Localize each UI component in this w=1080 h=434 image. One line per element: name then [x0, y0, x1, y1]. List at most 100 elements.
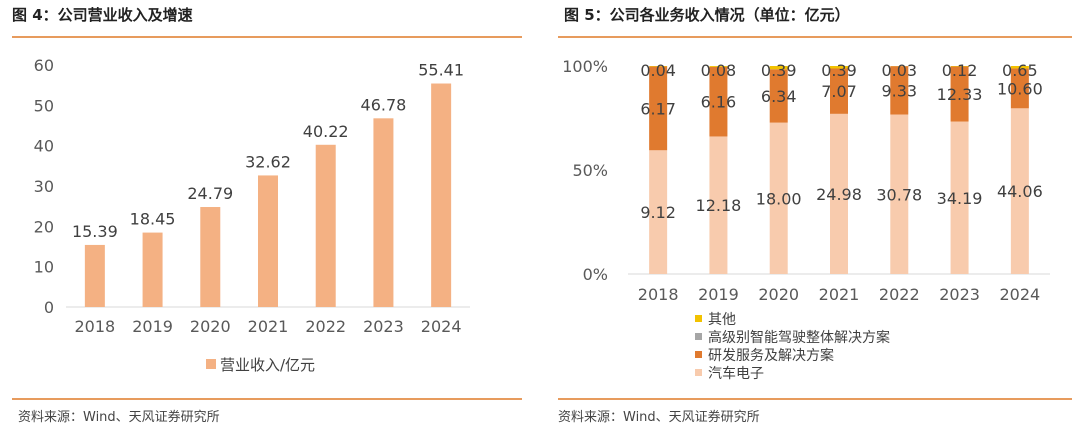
- x-tick-label: 2018: [74, 317, 115, 336]
- auto-electronics-segment: [709, 136, 728, 274]
- segment-value-label: 0.03: [881, 61, 917, 80]
- rd-services-segment: [649, 66, 668, 151]
- rd-services-segment: [830, 68, 848, 114]
- y-tick-label: 10: [34, 258, 54, 277]
- bar-value-label: 55.41: [418, 61, 464, 80]
- segment-value-label: 10.60: [997, 79, 1043, 98]
- x-tick-label: 2018: [638, 285, 679, 304]
- segment-stacked-chart: 0% 50% 100% 9.12 6.17 0.04 2018 12.18 6.16 0.08 20…: [562, 57, 1050, 382]
- revenue-bar: [84, 244, 105, 307]
- bar-value-label: 18.45: [130, 210, 176, 229]
- segment-value-label: 12.33: [937, 85, 983, 104]
- x-tick-label: 2022: [879, 285, 920, 304]
- x-tick-label: 2020: [190, 317, 231, 336]
- x-tick-label: 2024: [999, 285, 1040, 304]
- auto-electronics-segment: [649, 150, 668, 274]
- x-tick-label: 2019: [132, 317, 173, 336]
- x-tick-label: 2021: [819, 285, 860, 304]
- y-tick-label: 60: [34, 56, 54, 75]
- source-rule: [558, 398, 1072, 400]
- title-rule: [12, 36, 522, 38]
- x-tick-label: 2020: [758, 285, 799, 304]
- segment-value-label: 0.39: [821, 61, 857, 80]
- segment-value-label: 18.00: [756, 189, 802, 208]
- legend-swatch: [695, 315, 702, 322]
- legend-label: 高级别智能驾驶整体解决方案: [708, 329, 890, 346]
- other-segment: [950, 66, 969, 67]
- bar-value-label: 24.79: [187, 184, 233, 203]
- segment-value-label: 6.16: [701, 93, 737, 112]
- source-rule: [12, 398, 522, 400]
- legend-label: 营业收入/亿元: [220, 356, 315, 374]
- segment-value-label: 0.39: [761, 61, 797, 80]
- y-tick-label: 30: [34, 177, 54, 196]
- revenue-bar: [258, 175, 278, 307]
- legend-label: 其他: [708, 312, 736, 328]
- y-tick-label: 40: [34, 137, 54, 156]
- segment-value-label: 0.12: [942, 61, 978, 80]
- legend-swatch: [695, 333, 702, 340]
- segment-value-label: 30.78: [876, 185, 922, 204]
- y-tick-label: 100%: [562, 57, 608, 76]
- revenue-bar-chart: 0 10 20 30 40 50 60 15.39 2018 18.45 2019 24.79 2020…: [34, 56, 470, 374]
- y-tick-label: 0%: [583, 265, 608, 284]
- figure-4-title: 图 4：公司营业收入及增速: [12, 6, 193, 24]
- segment-value-label: 6.17: [640, 99, 676, 118]
- x-tick-label: 2024: [421, 317, 462, 336]
- figure-5-panel: 图 5：公司各业务收入情况（单位：亿元） 0% 50% 100% 9.12 6.17 0.…: [552, 0, 1080, 434]
- rd-services-segment: [769, 69, 788, 123]
- legend-swatch: [695, 369, 702, 376]
- auto-electronics-segment: [950, 121, 969, 274]
- y-tick-label: 0: [44, 298, 54, 317]
- other-segment: [769, 66, 788, 70]
- revenue-bar: [200, 207, 221, 307]
- x-tick-label: 2022: [305, 317, 346, 336]
- rd-services-segment: [1010, 68, 1029, 109]
- figure-5-source: 资料来源：Wind、天风证券研究所: [558, 410, 760, 425]
- revenue-bar: [373, 118, 394, 307]
- title-rule: [558, 36, 1072, 38]
- other-segment: [1010, 66, 1029, 69]
- other-segment: [830, 66, 848, 69]
- segment-value-label: 7.07: [821, 82, 857, 101]
- other-segment: [649, 66, 668, 67]
- figure-4-panel: 图 4：公司营业收入及增速 0 10 20 30 40 50 60 15.39 2018 18.4…: [0, 0, 532, 434]
- segment-value-label: 12.18: [696, 196, 742, 215]
- auto-electronics-segment: [769, 122, 788, 274]
- auto-electronics-segment: [890, 114, 909, 274]
- bar-value-label: 46.78: [361, 95, 407, 114]
- figure-5-title: 图 5：公司各业务收入情况（单位：亿元）: [564, 6, 850, 24]
- rd-services-segment: [950, 66, 969, 122]
- legend-swatch: [695, 351, 702, 358]
- auto-electronics-segment: [1010, 108, 1029, 274]
- segment-value-label: 9.33: [881, 81, 917, 100]
- bar-value-label: 40.22: [303, 122, 349, 141]
- x-tick-label: 2019: [698, 285, 739, 304]
- other-segment: [709, 66, 728, 67]
- y-tick-label: 50%: [572, 161, 608, 180]
- legend-label: 研发服务及解决方案: [708, 347, 834, 364]
- auto-electronics-segment: [830, 113, 848, 274]
- x-tick-label: 2023: [363, 317, 404, 336]
- rd-services-segment: [709, 66, 728, 137]
- segment-value-label: 9.12: [640, 203, 676, 222]
- segment-value-label: 34.19: [937, 189, 983, 208]
- rd-services-segment: [890, 66, 909, 115]
- revenue-bar: [142, 232, 163, 307]
- bar-value-label: 15.39: [72, 222, 118, 241]
- x-tick-label: 2023: [939, 285, 980, 304]
- segment-value-label: 0.08: [701, 61, 737, 80]
- segment-value-label: 24.98: [816, 185, 862, 204]
- legend-label: 汽车电子: [708, 365, 764, 382]
- y-tick-label: 50: [34, 96, 54, 115]
- revenue-bar: [315, 144, 336, 307]
- revenue-bar: [431, 83, 452, 307]
- y-tick-label: 20: [34, 217, 54, 236]
- figure-4-source: 资料来源：Wind、天风证券研究所: [18, 410, 220, 425]
- segment-value-label: 6.34: [761, 87, 797, 106]
- x-tick-label: 2021: [248, 317, 289, 336]
- segment-value-label: 0.65: [1002, 61, 1038, 80]
- segment-value-label: 0.04: [640, 61, 676, 80]
- bar-value-label: 32.62: [245, 152, 291, 171]
- legend-swatch: [206, 359, 216, 369]
